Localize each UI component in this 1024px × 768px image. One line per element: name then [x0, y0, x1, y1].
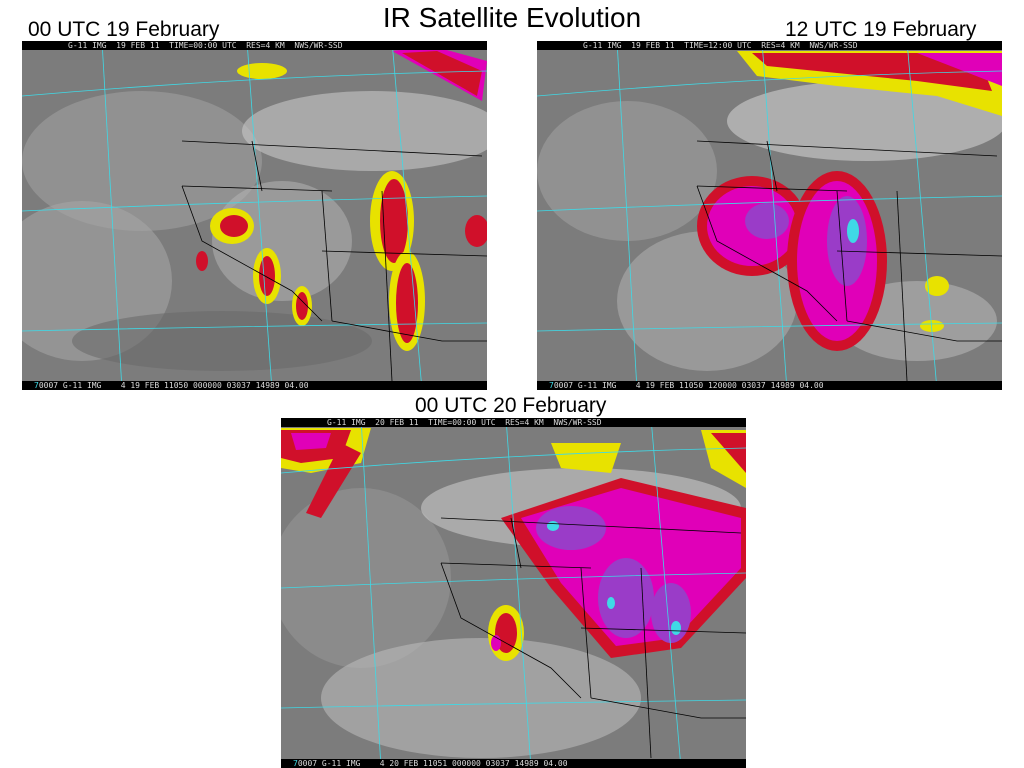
lat-lon-grid-2: [537, 41, 1002, 390]
lat-lon-grid-3: [281, 418, 746, 768]
image-footer-2: 70007 G-11 IMG 4 19 FEB 11050 120000 030…: [537, 381, 1002, 390]
state-borders-1: [181, 140, 487, 382]
state-borders-2: [696, 140, 1002, 382]
lat-lon-grid-1: [22, 41, 487, 390]
ir-image-render-2: [537, 41, 1002, 390]
state-borders-3: [440, 517, 746, 759]
image-header-2: G-11 IMG 19 FEB 11 TIME=12:00 UTC RES=4 …: [537, 41, 1002, 50]
slide-title: IR Satellite Evolution: [382, 2, 642, 33]
cold-cloud-tops-3: [281, 428, 746, 661]
ir-satellite-image-3: G-11 IMG 20 FEB 11 TIME=00:00 UTC RES=4 …: [281, 418, 746, 768]
ir-image-render-1: [22, 41, 487, 390]
ir-satellite-image-2: G-11 IMG 19 FEB 11 TIME=12:00 UTC RES=4 …: [537, 41, 1002, 390]
panel-label-1: 00 UTC 19 February: [28, 18, 220, 41]
ir-image-render-3: [281, 418, 746, 768]
image-header-1: G-11 IMG 19 FEB 11 TIME=00:00 UTC RES=4 …: [22, 41, 487, 50]
image-header-3: G-11 IMG 20 FEB 11 TIME=00:00 UTC RES=4 …: [281, 418, 746, 427]
ir-satellite-image-1: G-11 IMG 19 FEB 11 TIME=00:00 UTC RES=4 …: [22, 41, 487, 390]
panel-label-2: 12 UTC 19 February: [785, 18, 977, 41]
image-footer-3: 70007 G-11 IMG 4 20 FEB 11051 000000 030…: [281, 759, 746, 768]
image-footer-1: 70007 G-11 IMG 4 19 FEB 11050 000000 030…: [22, 381, 487, 390]
panel-label-3: 00 UTC 20 February: [415, 394, 607, 417]
